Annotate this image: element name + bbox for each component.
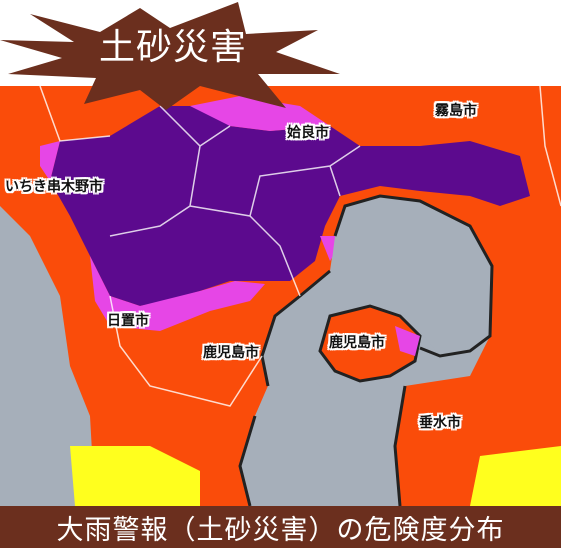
city-label-ichikikushikino: いちき串木野市 xyxy=(5,179,103,195)
land-caution-area-east xyxy=(470,446,561,506)
city-label-hioki: 日置市 xyxy=(107,313,149,329)
sakurajima xyxy=(318,304,422,383)
coastline xyxy=(333,194,494,358)
caption-bar: 大雨警報（土砂災害）の危険度分布 xyxy=(0,506,561,548)
sakurajima-danger xyxy=(395,326,420,356)
city-label-aira: 姶良市 xyxy=(287,125,329,141)
municipal-borders xyxy=(39,86,561,407)
city-label-tarumizu: 垂水市 xyxy=(419,415,461,431)
caption-text: 大雨警報（土砂災害）の危険度分布 xyxy=(56,514,505,546)
city-label-kagoshima-sakurajima: 鹿児島市 xyxy=(329,335,385,351)
land-danger-area xyxy=(40,96,345,331)
hazard-map-canvas xyxy=(0,86,561,506)
burst-icon xyxy=(0,2,340,110)
land-caution-area xyxy=(70,446,200,506)
west-sea xyxy=(0,206,95,506)
city-label-kirishima: 霧島市 xyxy=(435,103,477,119)
city-label-kagoshima-mainland: 鹿児島市 xyxy=(203,345,259,361)
title-burst: 土砂災害 xyxy=(0,0,340,110)
page-title: 土砂災害 xyxy=(98,27,247,68)
coastline-south xyxy=(238,269,407,506)
land-extreme-area xyxy=(50,106,530,306)
kinko-bay-south xyxy=(240,366,405,506)
hazard-map[interactable]: 霧島市 姶良市 いちき串木野市 日置市 鹿児島市 鹿児島市 垂水市 xyxy=(0,86,561,506)
